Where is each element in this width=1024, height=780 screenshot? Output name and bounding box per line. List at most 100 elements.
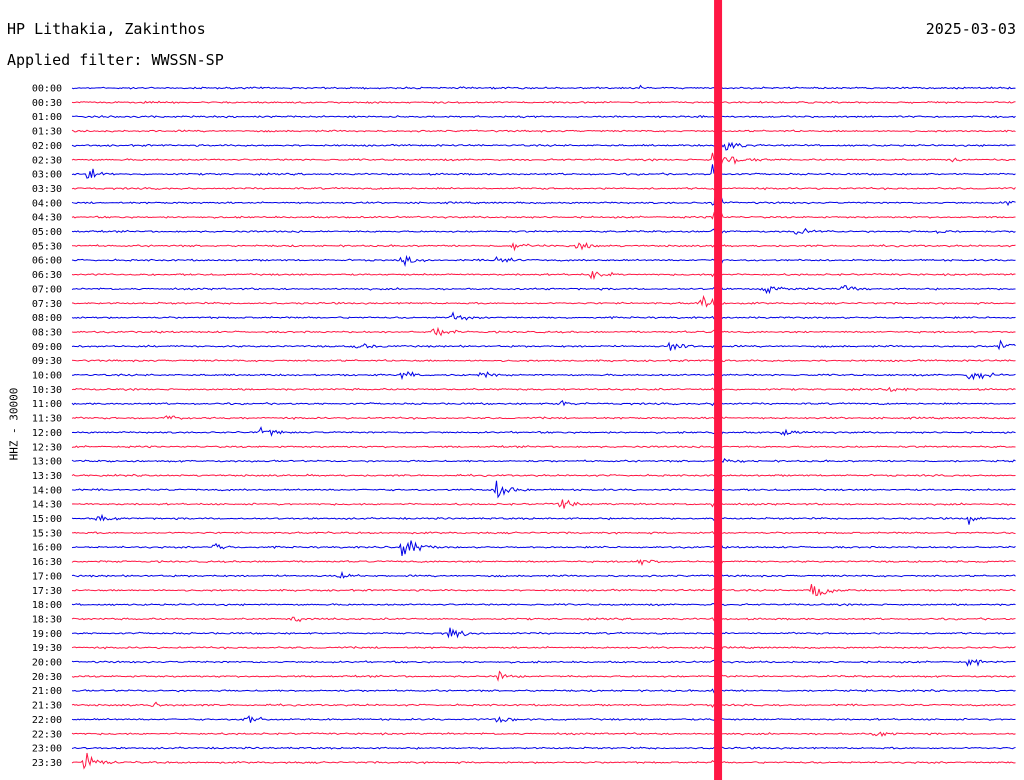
time-tick-label: 07:00	[32, 284, 62, 295]
time-tick-label: 23:00	[32, 744, 62, 755]
seismic-trace	[71, 211, 1016, 221]
seismic-trace	[71, 285, 1016, 295]
seismic-trace	[71, 731, 1016, 738]
seismic-trace	[71, 241, 1016, 252]
time-tick-label: 03:00	[32, 170, 62, 181]
seismic-trace	[72, 371, 1016, 381]
seismic-trace	[71, 570, 1016, 579]
time-tick-label: 13:00	[32, 457, 62, 468]
seismic-trace	[71, 192, 1016, 209]
seismic-trace	[71, 164, 1016, 179]
time-tick-label: 21:30	[32, 701, 62, 712]
time-tick-label: 09:00	[32, 342, 62, 353]
time-tick-label: 12:30	[32, 442, 62, 453]
seismic-trace	[71, 311, 1016, 321]
station-title: HP Lithakia, Zakinthos	[7, 20, 206, 38]
time-label-group: 00:00 00:30 01:00 01:30 02:00 02:30 03:00 03:30…	[32, 84, 62, 769]
seismic-trace	[71, 480, 1016, 499]
seismic-trace	[71, 415, 1016, 421]
time-tick-label: 10:30	[32, 385, 62, 396]
time-tick-label: 23:30	[32, 758, 62, 769]
trace-group	[71, 0, 1016, 780]
seismic-trace	[71, 540, 1016, 556]
time-tick-label: 17:30	[32, 586, 62, 597]
date-label: 2025-03-03	[925, 20, 1016, 38]
seismic-trace	[71, 530, 1016, 535]
time-tick-label: 06:00	[32, 256, 62, 267]
seismic-trace	[71, 458, 1016, 464]
time-tick-label: 12:00	[32, 428, 62, 439]
seismic-trace	[71, 584, 1016, 597]
seismic-trace	[71, 627, 1016, 639]
time-tick-label: 08:30	[32, 327, 62, 338]
time-tick-label: 22:30	[32, 729, 62, 740]
seismic-trace	[71, 271, 1016, 281]
seismic-trace	[71, 701, 1016, 709]
seismic-trace	[71, 294, 1016, 308]
time-tick-label: 18:00	[32, 600, 62, 611]
seismic-trace	[71, 444, 1016, 449]
time-tick-label: 18:30	[32, 614, 62, 625]
seismic-trace	[71, 141, 1016, 153]
seismic-trace	[71, 557, 1016, 566]
time-tick-label: 02:30	[32, 155, 62, 166]
seismic-trace	[71, 152, 1016, 172]
time-tick-label: 15:30	[32, 528, 62, 539]
time-tick-label: 00:30	[32, 98, 62, 109]
seismic-trace	[71, 227, 1016, 236]
seismic-trace	[71, 670, 1016, 682]
time-tick-label: 16:30	[32, 557, 62, 568]
seismic-trace	[71, 752, 1016, 770]
time-tick-label: 03:30	[32, 184, 62, 195]
seismic-trace	[71, 326, 1016, 337]
time-tick-label: 05:00	[32, 227, 62, 238]
time-tick-label: 02:00	[32, 141, 62, 152]
time-tick-label: 07:30	[32, 299, 62, 310]
time-tick-label: 16:00	[32, 543, 62, 554]
seismic-trace	[71, 100, 1016, 105]
time-tick-label: 01:00	[32, 112, 62, 123]
time-tick-label: 09:30	[32, 356, 62, 367]
time-tick-label: 04:30	[32, 213, 62, 224]
time-tick-label: 11:30	[32, 414, 62, 425]
seismic-trace	[71, 715, 1016, 724]
seismic-trace	[71, 129, 1016, 133]
seismic-trace	[71, 513, 1016, 525]
filter-label: Applied filter: WWSSN-SP	[7, 51, 224, 69]
seismic-trace	[71, 426, 1016, 437]
seismic-trace	[71, 602, 1016, 608]
time-tick-label: 10:00	[32, 371, 62, 382]
time-tick-label: 21:00	[32, 686, 62, 697]
time-tick-label: 01:30	[32, 127, 62, 138]
time-tick-label: 17:00	[32, 571, 62, 582]
seismic-trace	[71, 339, 1016, 351]
seismic-trace	[71, 658, 1016, 667]
time-tick-label: 00:00	[32, 84, 62, 95]
seismic-trace	[71, 473, 1016, 478]
seismic-trace	[71, 358, 1016, 363]
seismic-trace	[71, 499, 1016, 509]
time-tick-label: 13:30	[32, 471, 62, 482]
seismic-trace	[71, 179, 1016, 199]
time-tick-label: 20:00	[32, 658, 62, 669]
time-tick-label: 04:00	[32, 198, 62, 209]
time-tick-label: 20:30	[32, 672, 62, 683]
time-tick-label: 08:00	[32, 313, 62, 324]
seismic-trace	[71, 84, 1016, 90]
time-tick-label: 19:00	[32, 629, 62, 640]
seismic-trace	[71, 688, 1016, 694]
seismic-trace	[71, 616, 1016, 623]
seismic-trace	[71, 115, 1016, 119]
seismic-trace	[71, 399, 1016, 407]
time-tick-label: 11:00	[32, 399, 62, 410]
seismic-trace	[71, 646, 1016, 651]
time-tick-label: 15:00	[32, 514, 62, 525]
seismic-trace	[71, 386, 1016, 392]
time-tick-label: 22:00	[32, 715, 62, 726]
time-tick-label: 14:30	[32, 500, 62, 511]
time-tick-label: 05:30	[32, 241, 62, 252]
time-tick-label: 06:30	[32, 270, 62, 281]
time-tick-label: 19:30	[32, 643, 62, 654]
seismic-trace	[71, 254, 1016, 268]
main-event-band	[714, 0, 723, 780]
